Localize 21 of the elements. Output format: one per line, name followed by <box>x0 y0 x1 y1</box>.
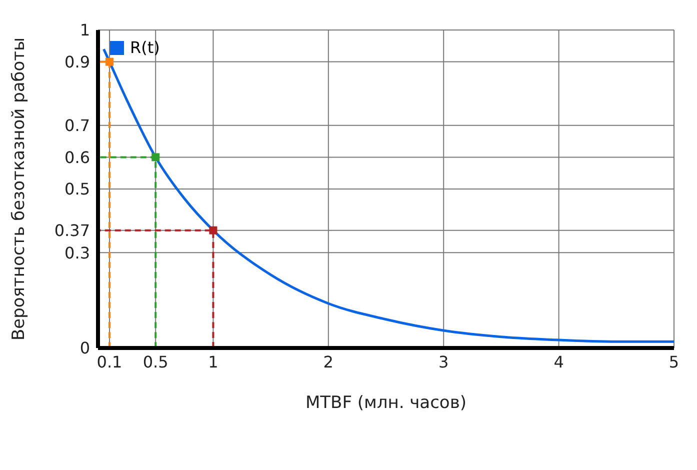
point <box>152 153 160 162</box>
x-tick-label: 0.1 <box>96 352 122 372</box>
y-tick-label: 0 <box>80 338 90 358</box>
point <box>106 58 114 66</box>
x-tick-label: 2 <box>323 352 334 372</box>
x-tick-label: 5 <box>668 352 680 372</box>
y-tick-label: 0.3 <box>64 243 90 262</box>
y-tick-label: 0.5 <box>64 180 90 199</box>
y-tick-label: 1 <box>80 20 90 40</box>
y-tick-label: 0.7 <box>64 116 90 136</box>
x-tick-label: 3 <box>438 352 449 372</box>
y-tick-label: 0.6 <box>64 148 90 167</box>
x-tick-label: 0.5 <box>142 352 168 372</box>
x-tick-label: 1 <box>208 352 218 372</box>
x-tick-label: 4 <box>554 352 564 372</box>
y-tick-label: 0.37 <box>54 221 90 240</box>
y-axis-title: Вероятность безотказной работы <box>9 37 30 341</box>
legend-label: R(t) <box>130 38 160 57</box>
point <box>209 226 218 234</box>
x-axis-title: MTBF (млн. часов) <box>305 393 467 413</box>
y-tick-label: 0.9 <box>64 52 90 72</box>
